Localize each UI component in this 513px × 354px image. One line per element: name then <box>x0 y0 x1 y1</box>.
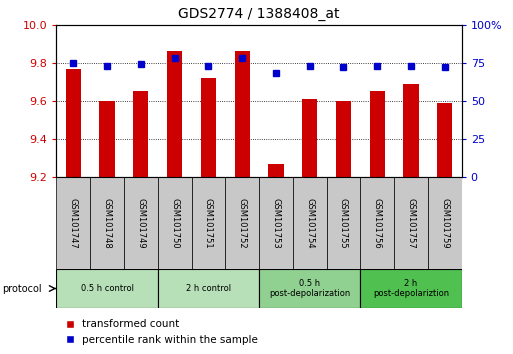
Text: GSM101752: GSM101752 <box>238 198 247 249</box>
Text: GSM101753: GSM101753 <box>271 198 281 249</box>
Bar <box>370 91 385 177</box>
Text: 2 h
post-depolariztion: 2 h post-depolariztion <box>373 279 449 298</box>
Bar <box>90 177 124 269</box>
Text: GSM101754: GSM101754 <box>305 198 314 249</box>
Bar <box>133 91 148 177</box>
Bar <box>259 269 360 308</box>
Bar <box>157 177 191 269</box>
Bar <box>394 177 428 269</box>
Bar <box>100 101 115 177</box>
Bar <box>201 78 216 177</box>
Text: 2 h control: 2 h control <box>186 284 231 293</box>
Bar <box>437 103 452 177</box>
Bar <box>66 69 81 177</box>
Bar <box>167 51 182 177</box>
Text: GSM101748: GSM101748 <box>103 198 112 249</box>
Text: GSM101759: GSM101759 <box>440 198 449 249</box>
Text: 0.5 h control: 0.5 h control <box>81 284 133 293</box>
Bar <box>336 101 351 177</box>
Bar <box>428 177 462 269</box>
Bar <box>360 269 462 308</box>
Bar <box>124 177 158 269</box>
Text: GSM101750: GSM101750 <box>170 198 179 249</box>
Legend: transformed count, percentile rank within the sample: transformed count, percentile rank withi… <box>62 315 263 349</box>
Text: GSM101756: GSM101756 <box>373 198 382 249</box>
Bar <box>302 99 318 177</box>
Text: GSM101747: GSM101747 <box>69 198 78 249</box>
Bar <box>234 51 250 177</box>
Bar <box>56 269 157 308</box>
Text: protocol: protocol <box>3 284 42 293</box>
Text: 0.5 h
post-depolarization: 0.5 h post-depolarization <box>269 279 350 298</box>
Title: GDS2774 / 1388408_at: GDS2774 / 1388408_at <box>179 7 340 21</box>
Bar <box>360 177 394 269</box>
Bar <box>157 269 259 308</box>
Text: GSM101749: GSM101749 <box>136 198 145 249</box>
Bar <box>259 177 293 269</box>
Bar <box>327 177 360 269</box>
Text: GSM101755: GSM101755 <box>339 198 348 249</box>
Bar <box>191 177 225 269</box>
Text: GSM101757: GSM101757 <box>406 198 416 249</box>
Bar <box>293 177 327 269</box>
Bar <box>268 164 284 177</box>
Bar <box>56 177 90 269</box>
Text: GSM101751: GSM101751 <box>204 198 213 249</box>
Bar <box>403 84 419 177</box>
Bar <box>225 177 259 269</box>
